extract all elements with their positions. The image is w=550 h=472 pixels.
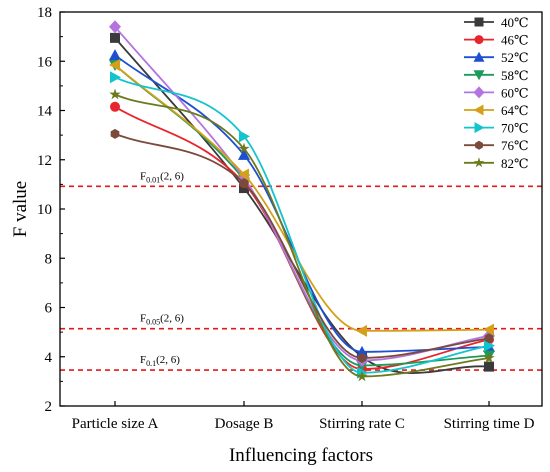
y-tick-label: 4	[45, 350, 53, 366]
series-line	[114, 54, 490, 353]
data-point	[473, 104, 484, 116]
x-tick-label: Stirring rate C	[319, 416, 405, 432]
data-point	[109, 88, 121, 100]
data-point	[483, 351, 495, 363]
legend-item: 46℃	[464, 33, 529, 48]
data-point	[239, 130, 250, 143]
data-point	[109, 58, 120, 71]
data-point	[474, 35, 484, 45]
data-point	[238, 168, 249, 181]
data-point	[239, 178, 249, 189]
data-point	[484, 361, 494, 372]
y-tick-label: 14	[37, 104, 53, 120]
data-point	[473, 70, 485, 81]
data-point	[473, 51, 485, 62]
data-point	[238, 148, 250, 160]
data-point	[484, 339, 495, 352]
reference-lines: F0.01(2, 6) F0.05(2, 6) F0.1(2, 6)	[60, 170, 542, 371]
series	[109, 58, 494, 337]
legend-item: 82℃	[464, 156, 529, 171]
legend-label: 64℃	[501, 103, 529, 118]
legend-label: 76℃	[501, 138, 529, 153]
y-tick-label: 18	[37, 5, 52, 21]
y-tick-label: 16	[37, 54, 53, 70]
legend-item: 70℃	[464, 121, 529, 136]
legend-label: 40℃	[501, 15, 529, 30]
series-line	[114, 26, 490, 362]
series	[110, 71, 495, 379]
data-point	[483, 323, 494, 336]
x-tick-label: Stirring time D	[444, 416, 535, 432]
y-axis-title: F value	[10, 181, 31, 237]
legend-item: 52℃	[464, 50, 529, 65]
series	[110, 128, 494, 363]
y-tick-label: 6	[45, 301, 53, 317]
y-tick-label: 2	[45, 399, 53, 415]
reference-line-label: F0.05(2, 6)	[140, 313, 184, 327]
legend-item: 76℃	[464, 138, 529, 153]
legend-item: 40℃	[464, 15, 529, 30]
x-tick-label: Particle size A	[72, 416, 159, 432]
data-point	[474, 17, 484, 27]
legend-label: 52℃	[501, 50, 529, 65]
y-tick-label: 12	[37, 153, 52, 169]
data-point	[357, 352, 367, 363]
legend-label: 60℃	[501, 85, 529, 100]
legend-label: 70℃	[501, 121, 529, 136]
data-point	[238, 142, 250, 154]
reference-line-label: F0.01(2, 6)	[140, 170, 184, 184]
legend-label: 46℃	[501, 33, 529, 48]
series-line	[114, 76, 490, 374]
data-point	[484, 333, 494, 344]
reference-line-label: F0.1(2, 6)	[140, 354, 180, 368]
series-line	[114, 133, 490, 359]
data-point	[110, 32, 120, 43]
data-point	[110, 71, 121, 84]
series-line	[114, 93, 490, 378]
series-layer	[109, 20, 495, 382]
y-tick-label: 10	[37, 202, 52, 218]
x-axis-title: Influencing factors	[229, 445, 373, 466]
axes: 2 4 6 8 10 12 14 16 18 Particle size A Dosage B Sti…	[37, 5, 543, 432]
series	[109, 49, 495, 357]
legend: 40℃ 46℃ 52℃ 58℃ 60℃ 64℃ 70℃ 76℃ 82℃	[464, 15, 529, 171]
data-point	[475, 140, 483, 150]
legend-item: 60℃	[464, 85, 529, 100]
data-point	[110, 128, 120, 139]
data-point	[356, 324, 367, 337]
legend-label: 58℃	[501, 68, 529, 83]
x-tick-label: Dosage B	[215, 416, 274, 432]
data-point	[473, 157, 485, 168]
data-point	[356, 370, 368, 382]
series	[110, 101, 494, 375]
series-line	[114, 64, 490, 332]
data-point	[474, 122, 485, 134]
data-point	[109, 20, 121, 34]
y-tick-label: 8	[45, 251, 53, 267]
legend-label: 82℃	[501, 156, 529, 171]
data-point	[356, 345, 368, 357]
data-point	[109, 49, 121, 61]
legend-item: 64℃	[464, 103, 529, 118]
data-point	[473, 86, 485, 99]
series	[109, 88, 495, 382]
data-point	[110, 101, 120, 112]
legend-item: 58℃	[464, 68, 529, 83]
